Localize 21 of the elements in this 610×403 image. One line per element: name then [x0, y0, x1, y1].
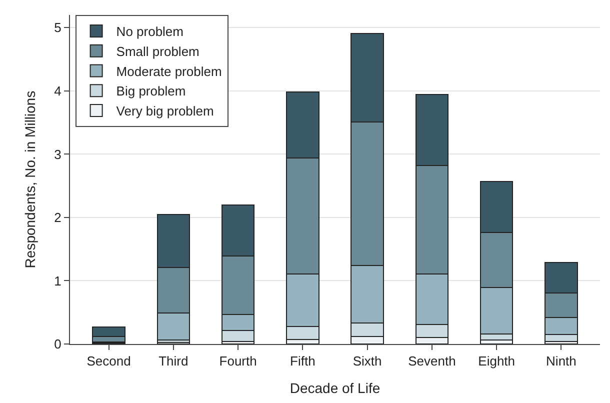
legend-label: Small problem	[116, 44, 200, 59]
y-tick-label: 0	[54, 336, 62, 352]
x-axis-title: Decade of Life	[290, 380, 380, 396]
x-tick-label: Eighth	[478, 354, 516, 369]
legend-label: Big problem	[116, 84, 186, 99]
x-tick-label: Third	[158, 354, 188, 369]
x-tick-label: Second	[86, 354, 131, 369]
x-tick-label: Fourth	[219, 354, 257, 369]
x-tick-label: Fifth	[290, 354, 316, 369]
legend-label: Moderate problem	[116, 64, 222, 79]
y-tick-label: 1	[54, 273, 62, 288]
x-tick-label: Seventh	[408, 354, 456, 369]
legend-label: Very big problem	[116, 104, 214, 119]
legend-label: No problem	[116, 24, 184, 40]
y-tick-label: 4	[54, 83, 62, 98]
x-tick-label: Sixth	[352, 354, 382, 369]
y-tick-label: 5	[54, 20, 62, 36]
x-tick-label: Ninth	[546, 354, 576, 369]
y-axis-title: Respondents, No. in Millions	[22, 90, 38, 268]
y-tick-label: 3	[54, 146, 62, 162]
y-tick-label: 2	[54, 210, 62, 226]
